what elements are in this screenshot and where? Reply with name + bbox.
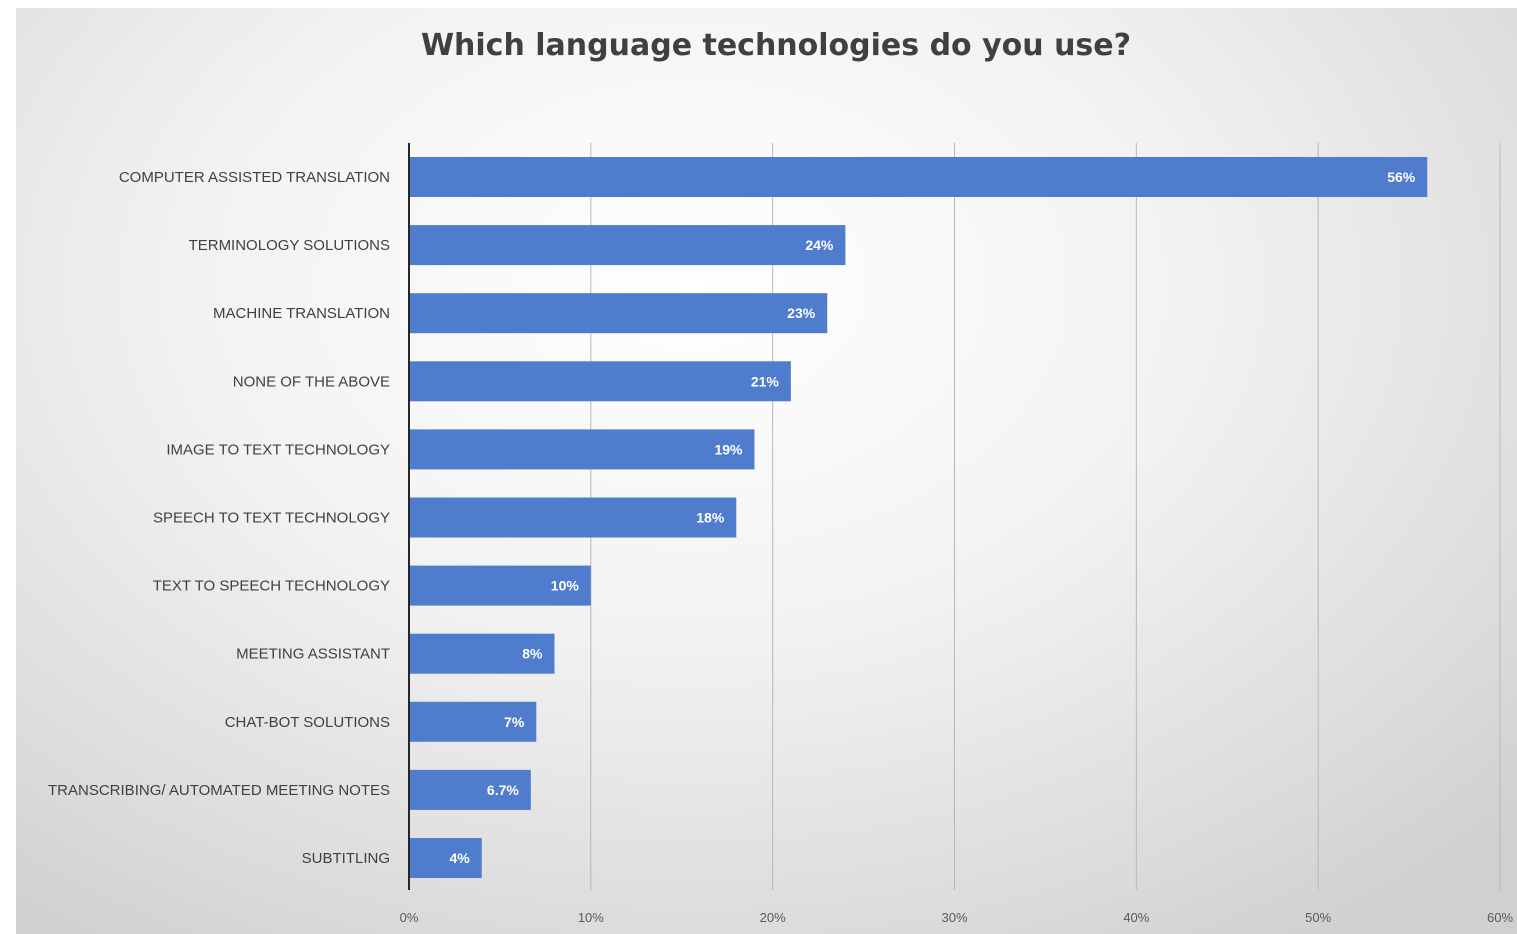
bar [409,633,555,674]
category-label: TRANSCRIBING/ AUTOMATED MEETING NOTES [48,782,390,799]
category-labels: COMPUTER ASSISTED TRANSLATION TERMINOLOGY… [48,169,390,867]
data-label: 21% [751,373,780,389]
data-label: 24% [805,237,834,253]
bar [409,429,755,470]
bar [409,497,737,538]
bar [409,769,531,810]
category-label: TEXT TO SPEECH TECHNOLOGY [153,578,390,595]
category-label: COMPUTER ASSISTED TRANSLATION [119,169,390,186]
data-label: 23% [787,305,816,321]
data-label: 8% [522,646,543,662]
bar [409,293,828,334]
data-labels: 56% 24% 23% 21% 19% 18% 10% 8% 7% 6.7% 4% [449,169,1415,866]
x-tick-label: 10% [578,910,604,925]
data-label: 4% [449,850,470,866]
x-tick-label: 0% [400,910,419,925]
x-tick-label: 30% [941,910,967,925]
x-tick-label: 60% [1487,910,1513,925]
x-tick-label: 40% [1123,910,1149,925]
category-label: TERMINOLOGY SOLUTIONS [189,237,390,254]
x-tick-label: 20% [760,910,786,925]
category-label: CHAT-BOT SOLUTIONS [225,714,390,731]
bar [409,225,846,266]
data-label: 18% [696,510,725,526]
x-tick-labels: 0% 10% 20% 30% 40% 50% 60% [400,910,1514,925]
category-label: SPEECH TO TEXT TECHNOLOGY [153,510,390,527]
bar [409,361,791,402]
bars [409,157,1428,878]
category-label: MACHINE TRANSLATION [213,305,390,322]
data-label: 19% [714,441,743,457]
data-label: 56% [1387,169,1416,185]
category-label: MEETING ASSISTANT [236,646,390,663]
x-tick-label: 50% [1305,910,1331,925]
category-label: IMAGE TO TEXT TECHNOLOGY [166,441,390,458]
bar [409,565,591,606]
bar [409,838,482,878]
bar [409,701,537,742]
category-label: SUBTITLING [302,850,390,867]
data-label: 7% [504,714,525,730]
data-label: 10% [551,578,580,594]
category-label: NONE OF THE ABOVE [233,373,390,390]
bar [409,157,1428,197]
chart-title: Which language technologies do you use? [420,28,1132,63]
data-label: 6.7% [487,782,519,798]
